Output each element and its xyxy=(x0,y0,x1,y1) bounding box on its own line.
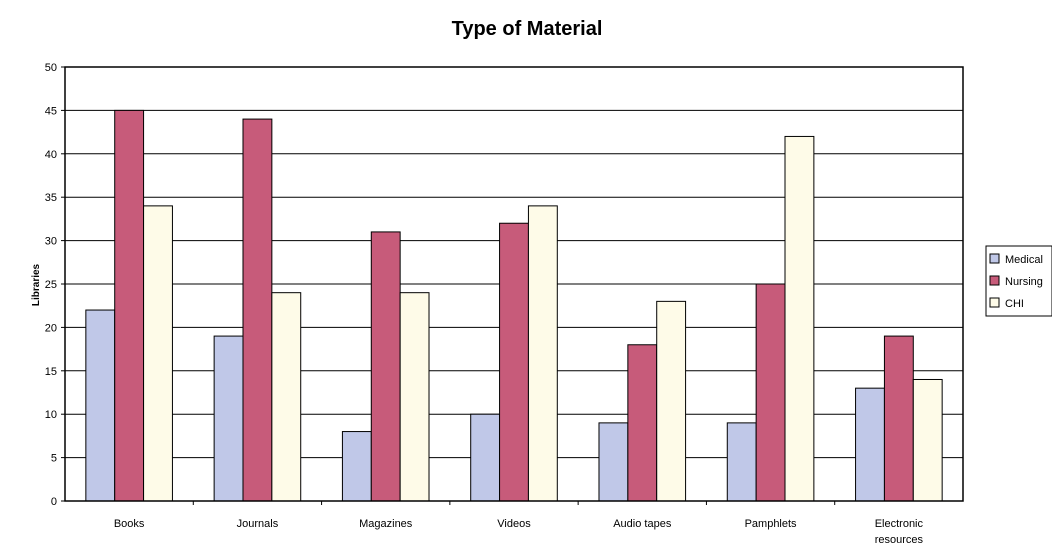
bar-medical-books xyxy=(85,309,116,502)
y-tick-labels: 0 5 10 15 20 25 30 35 40 45 50 xyxy=(45,62,57,508)
bar-nursing-videos xyxy=(499,222,529,502)
bar-nursing-electronic-resources xyxy=(883,335,914,502)
bar-medical-electronic-resources xyxy=(855,387,885,502)
bar-medical-pamphlets xyxy=(726,422,757,502)
y-axis-label: Libraries xyxy=(31,263,42,306)
y-tick-label: 25 xyxy=(45,279,57,291)
bar-nursing-audio-tapes xyxy=(627,344,658,502)
y-tick-label: 30 xyxy=(45,236,57,248)
bar-medical-videos xyxy=(470,413,501,502)
y-tick-label: 15 xyxy=(45,366,57,378)
legend-swatch-nursing xyxy=(989,275,1000,286)
bar-chi-electronic-resources xyxy=(912,378,943,502)
x-tick-label-line: Pamphlets xyxy=(745,518,797,530)
bar-nursing-books xyxy=(114,109,145,502)
legend: Medical Nursing CHI xyxy=(985,245,1052,317)
x-tick-labels: Books Journals Magazines Videos Audio tapes P… xyxy=(114,501,924,546)
chart-title: Type of Material xyxy=(452,18,603,40)
y-tick-label: 40 xyxy=(45,149,57,161)
bar-chi-books xyxy=(143,205,173,502)
bar-medical-magazines xyxy=(341,431,372,502)
x-tick-label: Videos xyxy=(497,518,531,530)
x-tick-label-line: Journals xyxy=(237,518,279,530)
legend-swatch-medical xyxy=(989,253,1000,264)
x-tick-label-line: Electronic xyxy=(875,518,924,530)
bar-chi-pamphlets xyxy=(784,135,815,502)
x-tick-label-line: Books xyxy=(114,518,145,530)
y-tick-label: 20 xyxy=(45,322,57,334)
x-tick-label-line: Videos xyxy=(497,518,531,530)
x-tick-label: Electronic resources xyxy=(875,518,924,546)
bars xyxy=(85,109,943,502)
bar-nursing-magazines xyxy=(370,231,401,502)
legend-label-nursing: Nursing xyxy=(1005,276,1043,288)
bar-chi-magazines xyxy=(399,292,430,502)
bar-chi-journals xyxy=(271,292,302,502)
y-tick-label: 0 xyxy=(51,496,57,508)
y-tick-label: 10 xyxy=(45,409,57,421)
y-tick-label: 5 xyxy=(51,453,57,465)
bar-nursing-pamphlets xyxy=(755,283,786,502)
x-tick-label: Journals xyxy=(237,518,279,530)
legend-label-chi: CHI xyxy=(1005,298,1024,310)
bar-medical-audio-tapes xyxy=(598,422,629,502)
legend-swatch-chi xyxy=(989,297,1000,308)
plot-frame xyxy=(64,66,964,502)
x-tick-label: Magazines xyxy=(359,518,413,530)
legend-label-medical: Medical xyxy=(1005,254,1043,266)
x-tick-label-line: resources xyxy=(875,534,924,546)
x-tick-label: Audio tapes xyxy=(613,518,672,530)
x-tick-label: Pamphlets xyxy=(745,518,797,530)
bar-chi-videos xyxy=(527,205,558,502)
bar-nursing-journals xyxy=(242,118,273,502)
y-tick-label: 35 xyxy=(45,192,57,204)
bar-medical-journals xyxy=(213,335,244,502)
x-tick-label: Books xyxy=(114,518,145,530)
x-tick-label-line: Magazines xyxy=(359,518,413,530)
y-tick-label: 50 xyxy=(45,62,57,74)
y-tick-label: 45 xyxy=(45,105,57,117)
x-tick-label-line: Audio tapes xyxy=(613,518,672,530)
bar-chi-audio-tapes xyxy=(656,300,687,502)
